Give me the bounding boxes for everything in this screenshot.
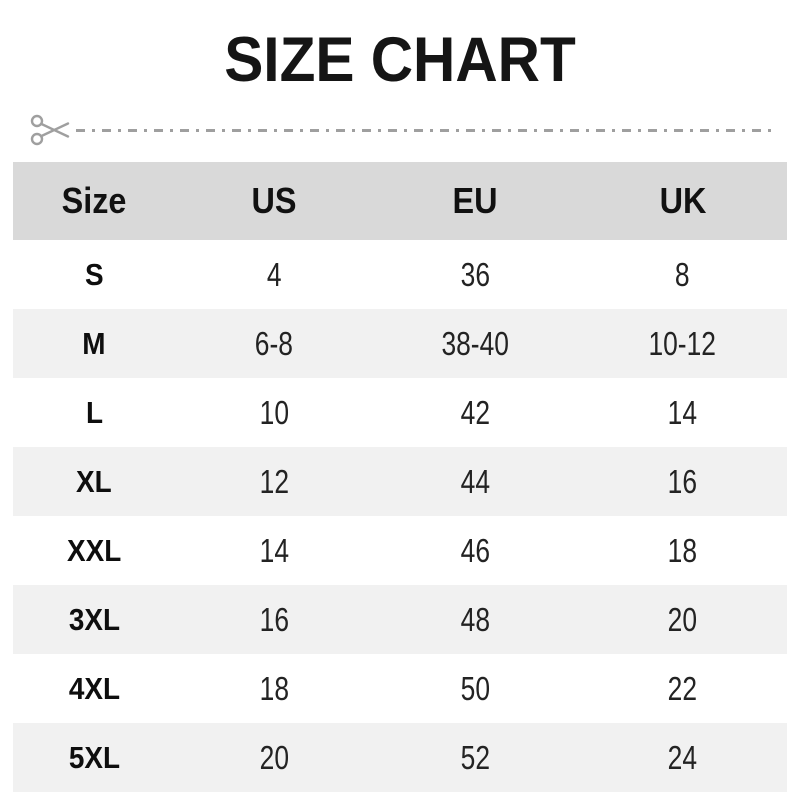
uk-cell: 16 — [578, 447, 787, 516]
eu-value: 42 — [460, 393, 491, 431]
eu-value: 38-40 — [441, 324, 510, 362]
column-header-eu: EU — [372, 162, 578, 240]
size-value: L — [85, 394, 103, 430]
table-row-xl: XL 12 44 16 — [13, 447, 787, 516]
size-chart-table: Size US EU UK S 4 36 8 M 6-8 38-40 10-12… — [13, 162, 787, 792]
us-value: 16 — [259, 600, 289, 638]
size-cell: 3XL — [13, 585, 176, 654]
us-value: 14 — [259, 531, 289, 569]
eu-cell: 42 — [373, 378, 578, 447]
eu-cell: 46 — [373, 516, 578, 585]
table-header-row: Size US EU UK — [13, 162, 787, 240]
size-value: 5XL — [68, 739, 120, 775]
eu-value: 46 — [460, 531, 491, 569]
column-header-us-label: US — [251, 180, 297, 221]
size-cell: M — [13, 309, 176, 378]
us-value: 10 — [259, 393, 289, 431]
uk-value: 10-12 — [648, 324, 717, 362]
column-header-uk-label: UK — [659, 180, 706, 221]
size-value: S — [84, 256, 104, 292]
size-value: XL — [76, 463, 113, 499]
table-row-3xl: 3XL 16 48 20 — [13, 585, 787, 654]
eu-cell: 52 — [373, 723, 578, 792]
table-row-l: L 10 42 14 — [13, 378, 787, 447]
size-value: 4XL — [68, 670, 120, 706]
table-row-xxl: XXL 14 46 18 — [13, 516, 787, 585]
uk-cell: 18 — [578, 516, 787, 585]
us-cell: 20 — [176, 723, 373, 792]
column-header-size-label: Size — [61, 180, 127, 221]
eu-value: 48 — [460, 600, 491, 638]
eu-cell: 44 — [373, 447, 578, 516]
cut-line — [30, 112, 772, 148]
uk-cell: 8 — [578, 240, 787, 309]
eu-cell: 38-40 — [373, 309, 578, 378]
size-cell: XL — [13, 447, 176, 516]
us-value: 6-8 — [255, 324, 294, 362]
uk-value: 20 — [667, 600, 698, 638]
uk-value: 16 — [667, 462, 698, 500]
us-cell: 18 — [176, 654, 373, 723]
us-cell: 14 — [176, 516, 373, 585]
column-header-eu-label: EU — [452, 180, 498, 221]
eu-value: 44 — [460, 462, 491, 500]
scissors-icon — [30, 114, 70, 146]
uk-value: 22 — [667, 669, 698, 707]
uk-value: 18 — [667, 531, 698, 569]
uk-value: 8 — [675, 255, 690, 293]
uk-cell: 20 — [578, 585, 787, 654]
us-value: 4 — [266, 255, 282, 293]
us-value: 18 — [259, 669, 289, 707]
table-row-s: S 4 36 8 — [13, 240, 787, 309]
us-cell: 10 — [176, 378, 373, 447]
column-header-size: Size — [13, 162, 176, 240]
us-value: 12 — [259, 462, 289, 500]
uk-cell: 10-12 — [578, 309, 787, 378]
eu-value: 50 — [460, 669, 491, 707]
us-cell: 16 — [176, 585, 373, 654]
uk-cell: 24 — [578, 723, 787, 792]
uk-value: 14 — [667, 393, 698, 431]
cut-dash-line — [76, 128, 772, 132]
size-cell: L — [13, 378, 176, 447]
column-header-uk: UK — [578, 162, 787, 240]
us-cell: 4 — [176, 240, 373, 309]
eu-cell: 50 — [373, 654, 578, 723]
size-value: XXL — [67, 532, 122, 568]
size-value: 3XL — [68, 601, 120, 637]
eu-value: 36 — [460, 255, 491, 293]
eu-cell: 48 — [373, 585, 578, 654]
page-title-text: SIZE CHART — [224, 25, 576, 95]
column-header-us: US — [175, 162, 373, 240]
table-row-5xl: 5XL 20 52 24 — [13, 723, 787, 792]
eu-value: 52 — [460, 738, 491, 776]
size-cell: XXL — [13, 516, 176, 585]
size-cell: 5XL — [13, 723, 176, 792]
eu-cell: 36 — [373, 240, 578, 309]
page-title: SIZE CHART — [0, 24, 800, 96]
uk-value: 24 — [667, 738, 698, 776]
uk-cell: 22 — [578, 654, 787, 723]
size-value: M — [82, 325, 106, 361]
size-cell: 4XL — [13, 654, 176, 723]
us-cell: 12 — [176, 447, 373, 516]
uk-cell: 14 — [578, 378, 787, 447]
us-value: 20 — [259, 738, 289, 776]
table-row-m: M 6-8 38-40 10-12 — [13, 309, 787, 378]
size-cell: S — [13, 240, 176, 309]
table-row-4xl: 4XL 18 50 22 — [13, 654, 787, 723]
us-cell: 6-8 — [176, 309, 373, 378]
